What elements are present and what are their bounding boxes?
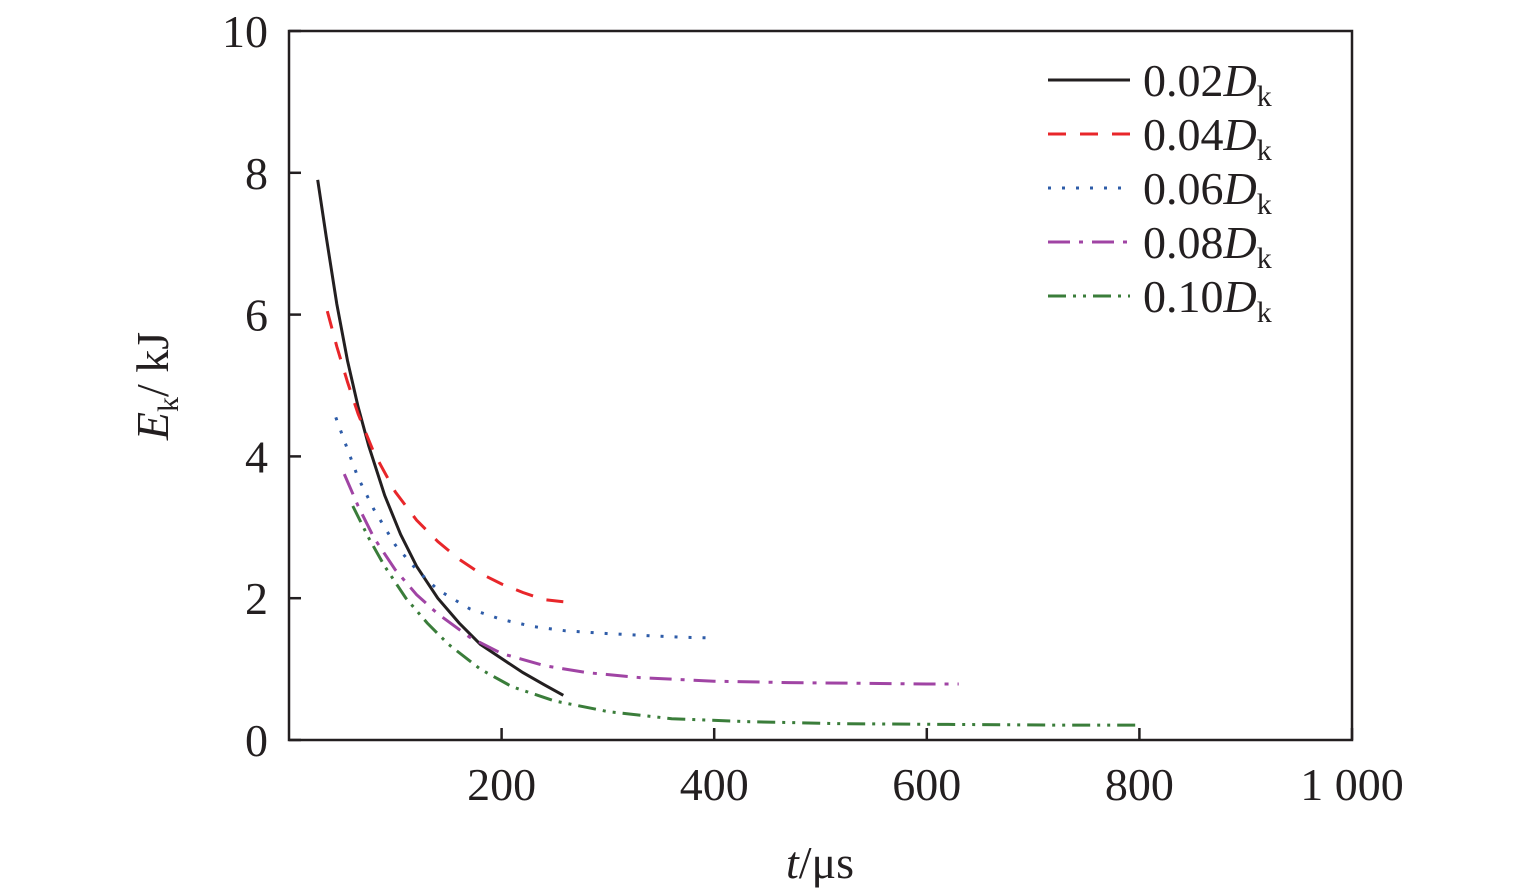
legend-label: 0.08Dk	[1143, 217, 1272, 275]
x-axis-unit: /μs	[799, 837, 854, 888]
x-tick-label: 1 000	[1300, 759, 1404, 810]
y-tick-label: 10	[222, 6, 268, 57]
y-axis-var: E	[127, 412, 178, 441]
legend-label: 0.04Dk	[1143, 109, 1272, 167]
series-line-1	[325, 310, 564, 604]
x-tick-label: 200	[467, 759, 536, 810]
x-axis-label: t/μs	[786, 837, 854, 888]
y-axis-label: Ek/ kJ	[127, 332, 185, 441]
x-axis-var: t	[786, 837, 800, 888]
x-tick-label: 600	[892, 759, 961, 810]
plot-frame	[287, 29, 1354, 742]
x-tick-label: 800	[1105, 759, 1174, 810]
series-layer	[316, 179, 1140, 727]
y-tick-label: 2	[245, 573, 268, 624]
legend-label: 0.10Dk	[1143, 271, 1272, 329]
y-tick-label: 4	[245, 431, 268, 482]
y-tick-label: 0	[245, 715, 268, 766]
series-line-4	[351, 505, 1140, 727]
y-axis-sub: k	[152, 397, 185, 412]
y-axis-unit: / kJ	[127, 332, 178, 397]
series-line-2	[334, 416, 709, 640]
legend-label: 0.06Dk	[1143, 163, 1272, 221]
ticks-layer	[289, 29, 1354, 742]
series-line-0	[316, 179, 565, 697]
tick-labels-layer: 200 400 600 800 1 000 0 2 4 6 8 10	[222, 6, 1404, 810]
y-tick-label: 8	[245, 148, 268, 199]
legend-label: 0.02Dk	[1143, 55, 1272, 113]
series-line-3	[342, 473, 959, 686]
x-tick-label: 400	[680, 759, 749, 810]
y-tick-label: 6	[245, 290, 268, 341]
